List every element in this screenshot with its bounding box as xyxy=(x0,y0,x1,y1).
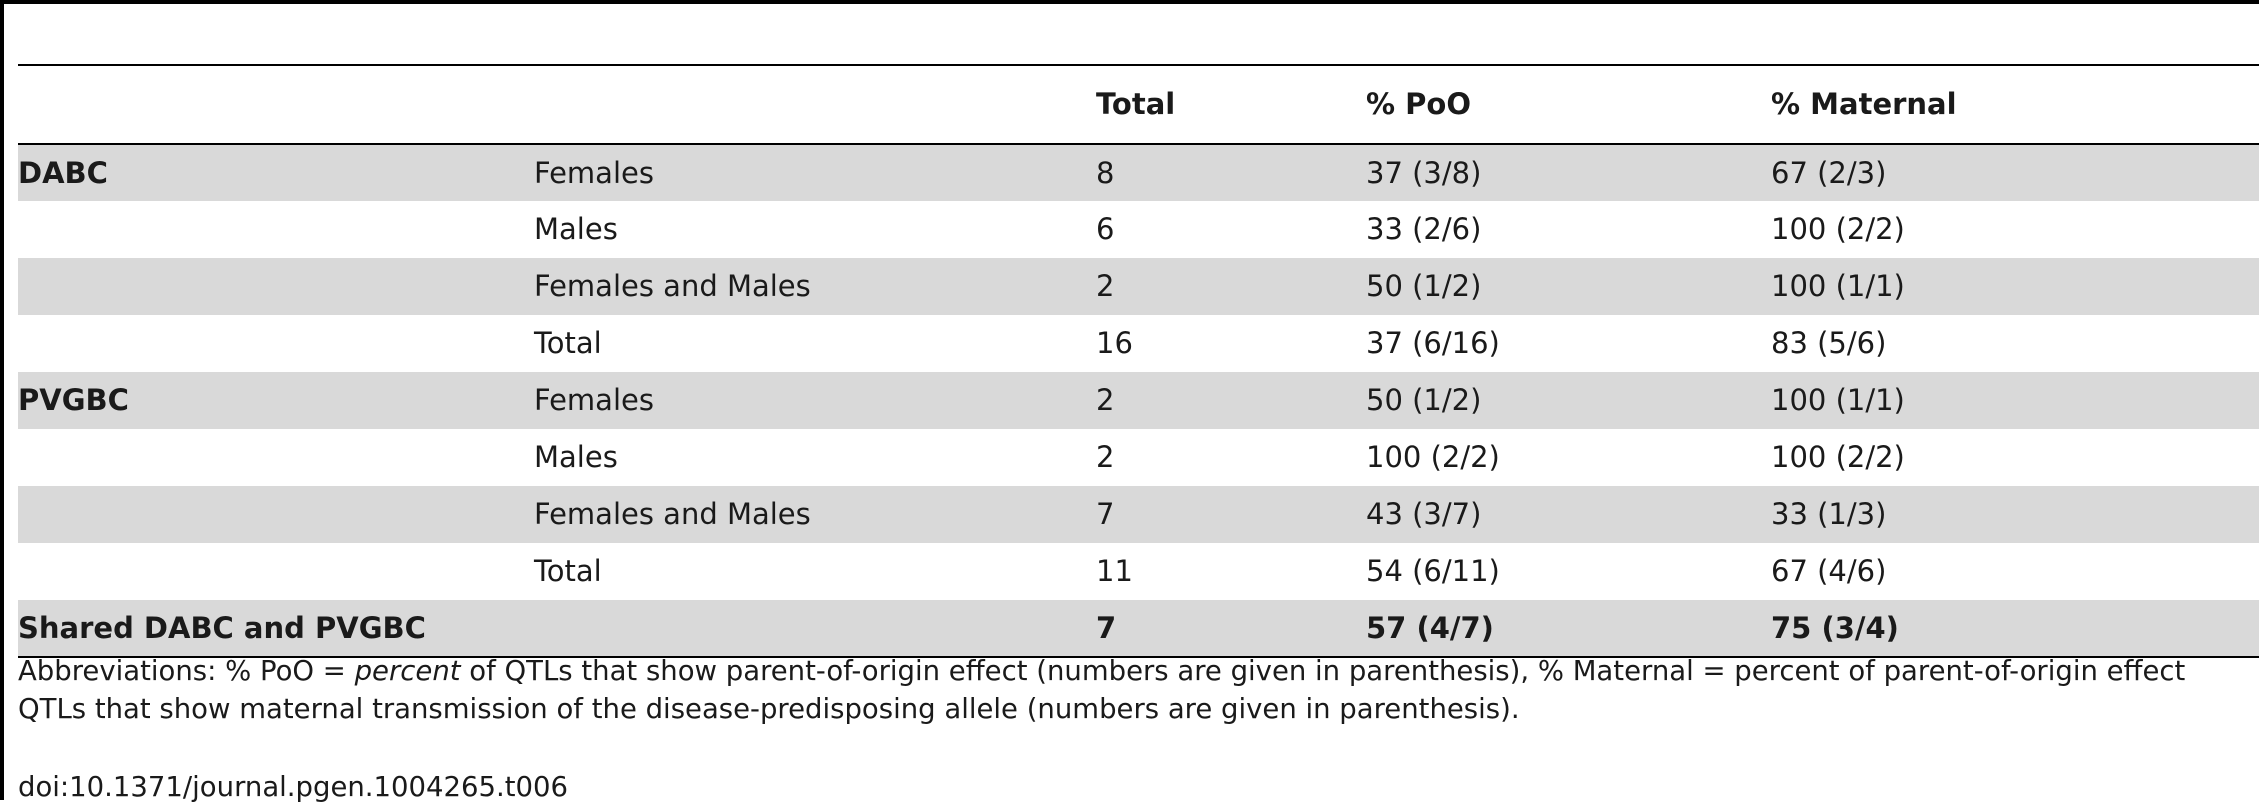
cell-total: 6 xyxy=(1096,212,1115,246)
table-row: Males 6 33 (2/6) 100 (2/2) xyxy=(18,201,2259,258)
cell-group xyxy=(18,429,534,486)
cell-percent-maternal: 100 (1/1) xyxy=(1771,372,2259,429)
cell-percent-poo: 50 (1/2) xyxy=(1366,258,1771,315)
cell-percent-maternal: 75 (3/4) xyxy=(1771,600,2259,658)
cell-percent-poo: 57 (4/7) xyxy=(1366,600,1771,658)
table-row: Females and Males 2 50 (1/2) 100 (1/1) xyxy=(18,258,2259,315)
cell-group xyxy=(18,486,534,543)
cell-group: DABC xyxy=(18,144,534,201)
cell-sex: Males xyxy=(534,212,618,246)
cell-percent-maternal: 83 (5/6) xyxy=(1771,326,1887,360)
header-group xyxy=(18,64,534,145)
header-percent-maternal: % Maternal xyxy=(1771,64,2259,145)
footnote-suffix: of QTLs that show parent-of-origin effec… xyxy=(18,655,2186,725)
cell-sex: Males xyxy=(534,440,618,474)
cell-total: 7 xyxy=(1096,486,1366,543)
table-row: Total 11 54 (6/11) 67 (4/6) xyxy=(18,543,2259,600)
footnote-italic: percent xyxy=(354,655,461,687)
cell-total: 2 xyxy=(1096,440,1115,474)
cell-percent-maternal: 67 (4/6) xyxy=(1771,554,1887,588)
cell-percent-maternal: 100 (2/2) xyxy=(1771,440,1905,474)
cell-total: 8 xyxy=(1096,144,1366,201)
header-percent-poo: % PoO xyxy=(1366,64,1771,145)
header-sex xyxy=(534,64,1096,145)
cell-total: 11 xyxy=(1096,554,1133,588)
table-row: Females and Males 7 43 (3/7) 33 (1/3) xyxy=(18,486,2259,543)
cell-sex: Females and Males xyxy=(534,486,1096,543)
cell-percent-poo: 100 (2/2) xyxy=(1366,440,1500,474)
cell-total: 2 xyxy=(1096,258,1366,315)
cell-sex xyxy=(534,600,1096,658)
cell-percent-maternal: 100 (2/2) xyxy=(1771,212,1905,246)
table-row: Males 2 100 (2/2) 100 (2/2) xyxy=(18,429,2259,486)
cell-percent-poo: 37 (3/8) xyxy=(1366,144,1771,201)
table-row: Shared DABC and PVGBC 7 57 (4/7) 75 (3/4) xyxy=(18,600,2259,658)
cell-percent-maternal: 100 (1/1) xyxy=(1771,258,2259,315)
cell-group xyxy=(18,201,534,258)
cell-group xyxy=(18,315,534,372)
cell-group xyxy=(18,258,534,315)
cell-group: Shared DABC and PVGBC xyxy=(18,600,534,658)
cell-percent-poo: 43 (3/7) xyxy=(1366,486,1771,543)
table-body: DABC Females 8 37 (3/8) 67 (2/3) Males 6 33 (2/… xyxy=(18,144,2259,658)
table-row: DABC Females 8 37 (3/8) 67 (2/3) xyxy=(18,144,2259,201)
cell-percent-maternal: 67 (2/3) xyxy=(1771,144,2259,201)
cell-total: 2 xyxy=(1096,372,1366,429)
header-total: Total xyxy=(1096,64,1366,145)
footnote: Abbreviations: % PoO = percent of QTLs t… xyxy=(18,652,2258,728)
cell-total: 16 xyxy=(1096,326,1133,360)
cell-percent-poo: 54 (6/11) xyxy=(1366,554,1500,588)
table-row: Total 16 37 (6/16) 83 (5/6) xyxy=(18,315,2259,372)
footnote-prefix: Abbreviations: % PoO = xyxy=(18,655,355,687)
cell-group: PVGBC xyxy=(18,372,534,429)
cell-percent-poo: 37 (6/16) xyxy=(1366,326,1500,360)
cell-sex: Females xyxy=(534,372,1096,429)
cell-total: 7 xyxy=(1096,600,1366,658)
cell-group xyxy=(18,543,534,600)
cell-sex: Females and Males xyxy=(534,258,1096,315)
table-row: PVGBC Females 2 50 (1/2) 100 (1/1) xyxy=(18,372,2259,429)
cell-percent-maternal: 33 (1/3) xyxy=(1771,486,2259,543)
doi-text: doi:10.1371/journal.pgen.1004265.t006 xyxy=(18,771,569,803)
cell-sex: Total xyxy=(534,326,602,360)
cell-sex: Females xyxy=(534,144,1096,201)
cell-sex: Total xyxy=(534,554,602,588)
results-table: Total % PoO % Maternal DABC Females 8 37 (3… xyxy=(18,64,2259,658)
cell-percent-poo: 50 (1/2) xyxy=(1366,372,1771,429)
table-header-row: Total % PoO % Maternal xyxy=(18,64,2259,145)
cell-percent-poo: 33 (2/6) xyxy=(1366,212,1482,246)
